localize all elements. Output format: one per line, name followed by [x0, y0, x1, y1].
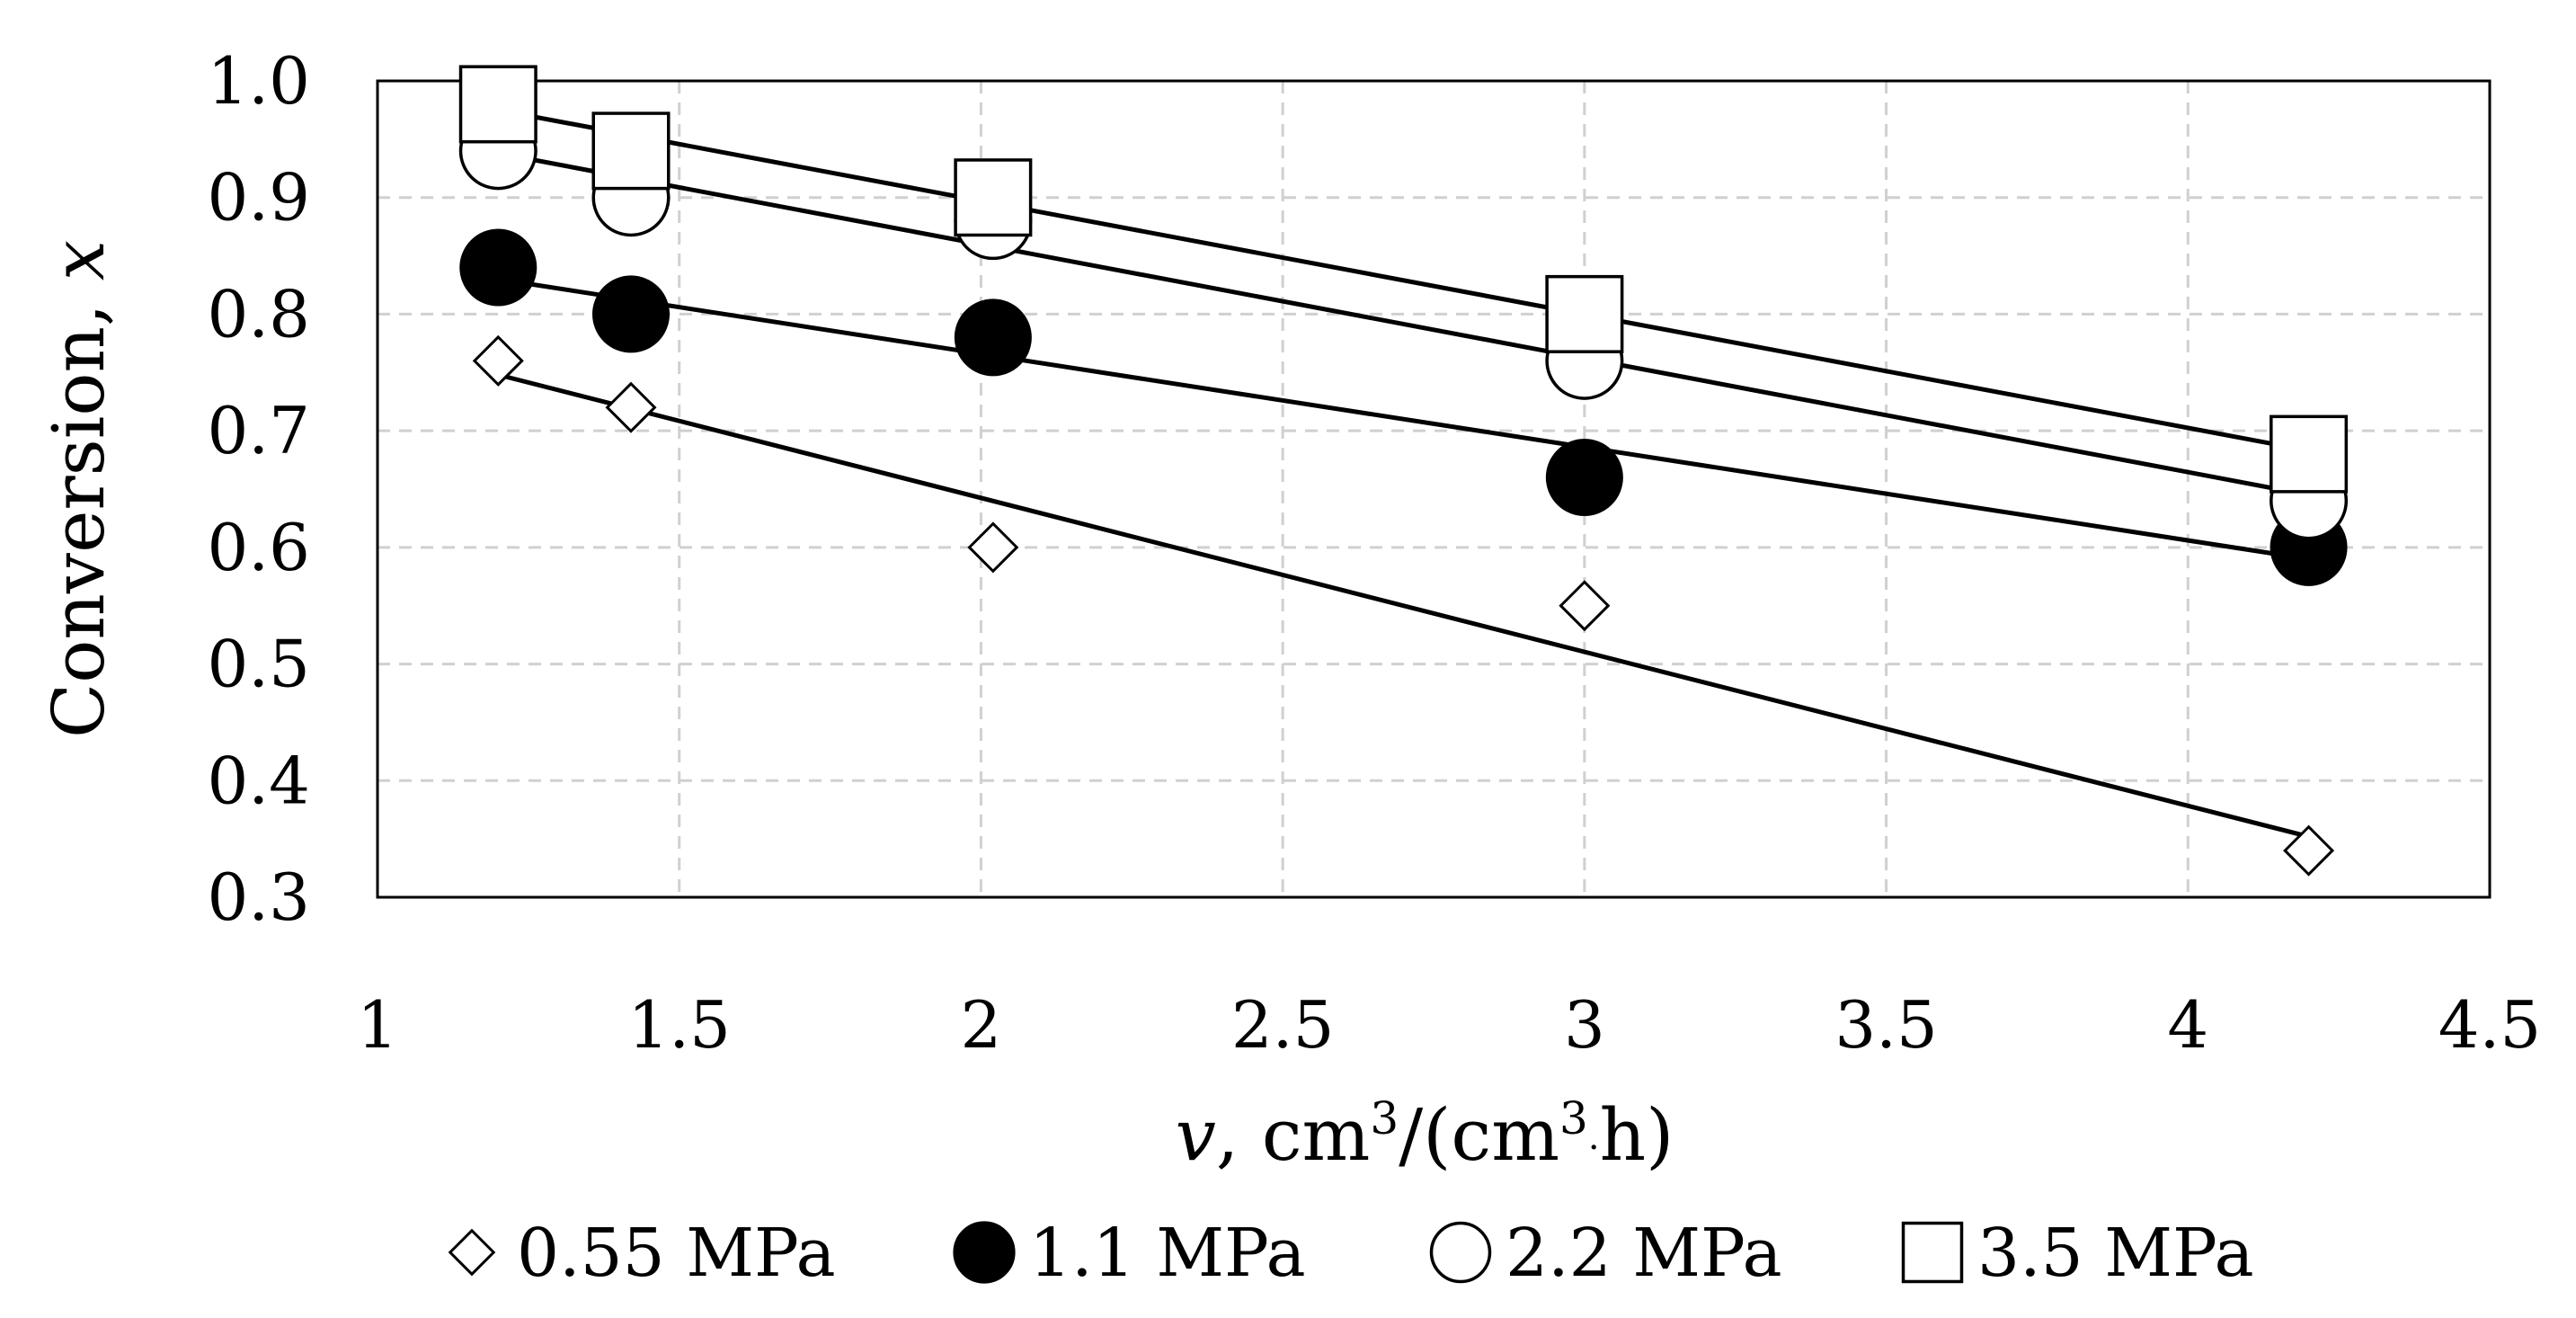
trend-line-1 [497, 372, 2310, 839]
data-point [954, 298, 1032, 377]
data-point [459, 228, 537, 307]
y-tick-label: 0.6 [207, 510, 310, 585]
trend-line-3 [497, 150, 2310, 497]
trend-line-4 [497, 107, 2310, 453]
x-tick-label: 3 [1564, 987, 1605, 1063]
x-tick-labels: 1 1.5 2 2.5 3 3.5 4 4.5 [357, 987, 2541, 1063]
legend-marker [1901, 1221, 1964, 1284]
plot-area-frame [376, 79, 2492, 899]
data-point [1545, 274, 1624, 353]
data-point [1559, 580, 1611, 632]
x-tick-label: 1 [357, 987, 398, 1063]
data-point [605, 381, 657, 433]
data-point [1545, 439, 1623, 517]
y-tick-label: 0.9 [207, 160, 310, 236]
grid-lines [378, 81, 2490, 897]
x-tick-label: 3.5 [1834, 987, 1938, 1063]
y-tick-labels: 0.3 0.4 0.5 0.6 0.7 0.8 0.9 1.0 [207, 43, 310, 935]
data-point [2270, 414, 2349, 494]
y-tick-label: 0.4 [207, 743, 310, 818]
legend: 0.55 MPa 1.1 MPa 2.2 MPa 3.5 MPa [448, 1215, 2254, 1292]
y-tick-label: 0.5 [207, 627, 310, 702]
legend-marker [1429, 1221, 1492, 1284]
x-tick-label: 1.5 [627, 987, 731, 1063]
y-tick-label: 1.0 [207, 43, 310, 119]
x-tick-label: 4 [2167, 987, 2208, 1063]
x-axis-title: v, cm3/(cm3·h) [1176, 1092, 1674, 1177]
data-markers [458, 65, 2349, 877]
y-tick-label: 0.8 [207, 276, 310, 352]
legend-label: 1.1 MPa [1029, 1215, 1306, 1292]
data-point [458, 65, 537, 144]
legend-label: 3.5 MPa [1977, 1215, 2254, 1292]
data-point [591, 111, 671, 191]
y-tick-label: 0.3 [207, 859, 310, 935]
trend-lines [497, 107, 2310, 839]
legend-marker [448, 1228, 496, 1277]
data-point [592, 275, 670, 353]
x-tick-label: 2.5 [1231, 987, 1335, 1063]
legend-label: 0.55 MPa [517, 1215, 836, 1292]
y-axis-title: Conversion, x [37, 240, 120, 738]
legend-label: 2.2 MPa [1506, 1215, 1782, 1292]
y-tick-label: 0.7 [207, 393, 310, 468]
legend-marker [953, 1221, 1016, 1284]
trend-line-2 [497, 277, 2309, 562]
data-point [967, 521, 1019, 574]
x-tick-label: 2 [961, 987, 1002, 1063]
data-point [954, 158, 1033, 237]
data-point [2283, 824, 2335, 877]
data-point [472, 334, 524, 387]
x-tick-label: 4.5 [2438, 987, 2542, 1063]
